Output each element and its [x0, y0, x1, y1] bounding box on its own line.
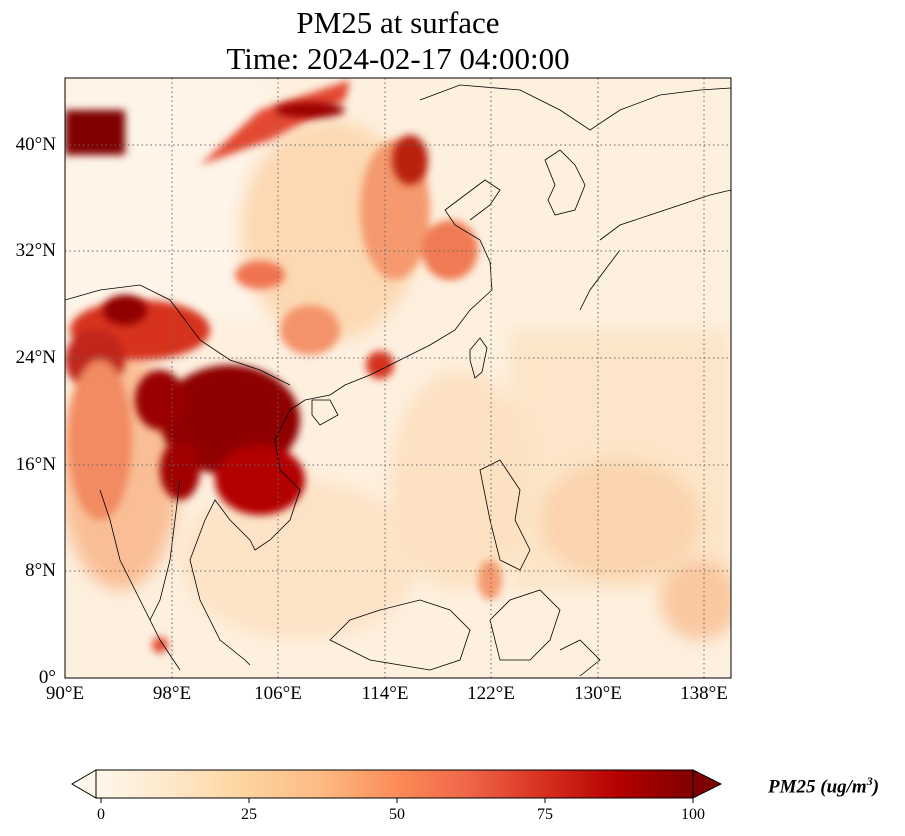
lat-tick-label: 24°N: [15, 347, 56, 368]
lon-tick-label: 114°E: [361, 683, 409, 704]
lat-tick-label: 8°N: [25, 560, 56, 581]
colorbar-label-close: ): [872, 776, 880, 798]
lon-tick-label: 90°E: [45, 683, 85, 704]
lat-tick-label: 40°N: [15, 134, 56, 155]
colorbar-tick-label: 50: [389, 806, 405, 823]
pm25-field: [65, 78, 731, 678]
colorbar-tick-label: 0: [97, 806, 105, 823]
colorbar-extend-max: [692, 769, 723, 799]
colorbar-ticks: [100, 798, 694, 803]
map-subtitle-time: Time: 2024-02-17 04:00:00: [226, 41, 570, 76]
colorbar: [96, 770, 693, 798]
lon-tick-label: 138°E: [680, 683, 728, 704]
colorbar-label: PM25 (ug/m3): [768, 774, 879, 798]
lat-tick-label: 0°: [38, 667, 56, 688]
gridlines: [65, 78, 731, 678]
lon-tick-label: 130°E: [574, 683, 622, 704]
colorbar-label-exponent: 3: [866, 774, 873, 788]
map-title: PM25 at surface: [296, 5, 500, 40]
lon-tick-label: 122°E: [467, 683, 515, 704]
colorbar-extend-min: [71, 769, 97, 799]
lon-tick-label: 106°E: [254, 683, 302, 704]
coastlines: [65, 84, 731, 677]
lat-tick-label: 16°N: [15, 454, 56, 475]
colorbar-label-text: PM25 (ug/m: [768, 776, 867, 798]
map-frame: [64, 77, 732, 679]
colorbar-tick-label: 25: [241, 806, 257, 823]
lon-tick-label: 98°E: [152, 683, 192, 704]
colorbar-frame: [95, 769, 694, 799]
colorbar-tick-label: 75: [537, 806, 553, 823]
colorbar-tick-label: 100: [681, 806, 705, 823]
lat-tick-label: 32°N: [15, 240, 56, 261]
